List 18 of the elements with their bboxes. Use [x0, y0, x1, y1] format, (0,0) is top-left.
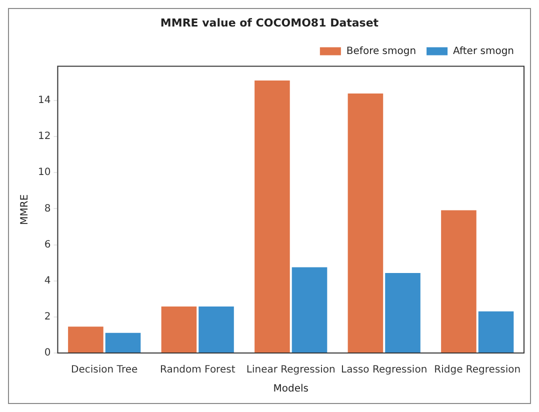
x-tick-label: Linear Regression	[246, 364, 336, 376]
y-tick-label: 12	[38, 131, 51, 142]
y-tick-label: 4	[44, 275, 51, 286]
y-tick-label: 10	[38, 167, 51, 178]
x-tick-label: Ridge Regression	[434, 364, 521, 376]
y-tick-label: 0	[44, 348, 51, 359]
x-tick-label: Random Forest	[160, 364, 236, 376]
x-tick-label: Lasso Regression	[341, 364, 428, 376]
y-tick-label: 2	[44, 312, 51, 323]
legend-label: Before smogn	[346, 46, 416, 57]
x-axis-title: Models	[273, 384, 308, 395]
y-tick-label: 8	[44, 203, 51, 214]
y-axis-title: MMRE	[20, 194, 31, 225]
y-tick-label: 14	[38, 95, 51, 106]
x-tick-label: Decision Tree	[71, 364, 138, 376]
y-tick-label: 6	[44, 239, 51, 250]
chart-title: MMRE value of COCOMO81 Dataset	[160, 16, 379, 30]
legend-label: After smogn	[453, 46, 514, 57]
